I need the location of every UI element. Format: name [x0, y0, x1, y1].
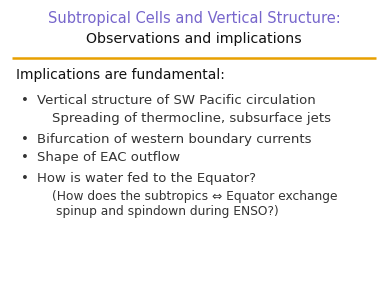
- Text: Implications are fundamental:: Implications are fundamental:: [16, 68, 224, 82]
- Text: Bifurcation of western boundary currents: Bifurcation of western boundary currents: [37, 133, 311, 146]
- Text: •: •: [21, 172, 29, 184]
- Text: spinup and spindown during ENSO?): spinup and spindown during ENSO?): [56, 206, 279, 218]
- Text: Spreading of thermocline, subsurface jets: Spreading of thermocline, subsurface jet…: [52, 112, 331, 124]
- Text: •: •: [21, 152, 29, 164]
- Text: How is water fed to the Equator?: How is water fed to the Equator?: [37, 172, 256, 184]
- Text: Observations and implications: Observations and implications: [86, 32, 302, 46]
- Text: •: •: [21, 94, 29, 107]
- Text: •: •: [21, 133, 29, 146]
- Text: (How does the subtropics ⇔ Equator exchange: (How does the subtropics ⇔ Equator excha…: [52, 190, 338, 202]
- Text: Shape of EAC outflow: Shape of EAC outflow: [37, 152, 180, 164]
- Text: Vertical structure of SW Pacific circulation: Vertical structure of SW Pacific circula…: [37, 94, 315, 107]
- Text: Subtropical Cells and Vertical Structure:: Subtropical Cells and Vertical Structure…: [48, 11, 340, 26]
